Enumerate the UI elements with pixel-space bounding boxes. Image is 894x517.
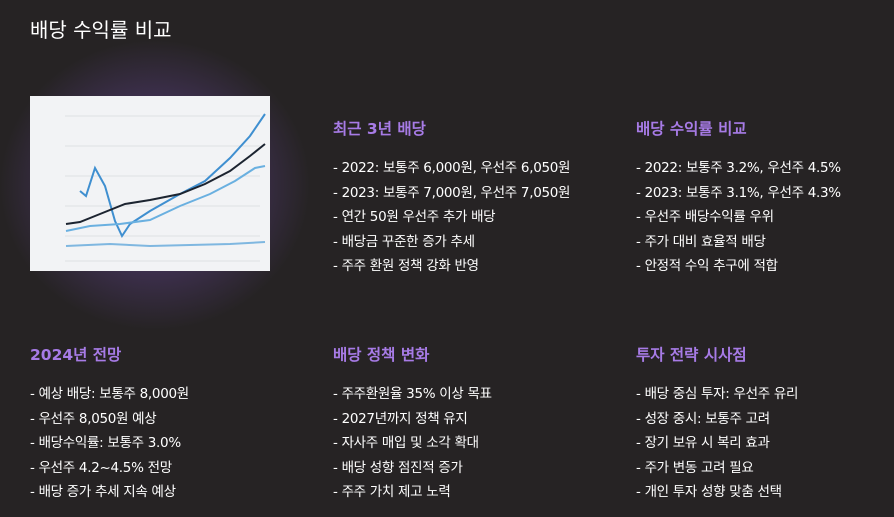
bullet-item: - 우선주 4.2~4.5% 전망 xyxy=(30,459,172,476)
section-heading: 배당 수익률 비교 xyxy=(636,120,747,138)
bullet-item: - 2027년까지 정책 유지 xyxy=(333,410,468,427)
bullet-item: - 주주 가치 제고 노력 xyxy=(333,484,451,500)
bullet-item: - 자사주 매입 및 소각 확대 xyxy=(333,435,479,451)
bullet-item: - 우선주 배당수익률 우위 xyxy=(636,209,774,225)
bullet-item: - 주가 대비 효율적 배당 xyxy=(636,233,766,250)
section: 최근 3년 배당 - 2022: 보통주 6,000원, 우선주 6,050원 - … xyxy=(333,117,613,279)
bullet-item: - 배당 성향 점진적 증가 xyxy=(333,459,463,476)
bullet-item: - 성장 중시: 보통주 고려 xyxy=(636,410,770,427)
bullet-item: - 2023: 보통주 7,000원, 우선주 7,050원 xyxy=(333,184,571,201)
bullet-item: - 우선주 8,050원 예상 xyxy=(30,410,157,427)
bullet-item: - 안정적 수익 추구에 적합 xyxy=(636,258,778,274)
bullet-item: - 연간 50원 우선주 추가 배당 xyxy=(333,209,496,225)
bullet-item: - 장기 보유 시 복리 효과 xyxy=(636,435,770,451)
section-heading: 최근 3년 배당 xyxy=(333,120,426,138)
section-heading: 투자 전략 시사점 xyxy=(636,346,747,364)
bullet-item: - 배당금 꾸준한 증가 추세 xyxy=(333,233,475,250)
bullet-item: - 주주 환원 정책 강화 반영 xyxy=(333,258,479,274)
section: 2024년 전망 - 예상 배당: 보통주 8,000원 - 우선주 8,050원 … xyxy=(30,343,310,505)
bullet-item: - 배당 증가 추세 지속 예상 xyxy=(30,484,176,500)
bullet-item: - 2022: 보통주 6,000원, 우선주 6,050원 xyxy=(333,160,571,176)
section: 배당 정책 변화 - 주주환원율 35% 이상 목표 - 2027년까지 정책 유지… xyxy=(333,343,613,505)
bullet-item: - 2023: 보통주 3.1%, 우선주 4.3% xyxy=(636,184,841,201)
bullet-item: - 2022: 보통주 3.2%, 우선주 4.5% xyxy=(636,160,841,176)
title: 배당 수익률 비교 xyxy=(30,18,172,42)
section-heading: 배당 정책 변화 xyxy=(333,346,430,364)
section: 투자 전략 시사점 - 배당 중심 투자: 우선주 유리 - 성장 중시: 보통주 … xyxy=(636,343,894,505)
chart-illustration xyxy=(30,96,270,271)
bullet-item: - 주가 변동 고려 필요 xyxy=(636,459,754,476)
bullet-item: - 예상 배당: 보통주 8,000원 xyxy=(30,386,189,402)
section: 배당 수익률 비교 - 2022: 보통주 3.2%, 우선주 4.5% - 202… xyxy=(636,117,894,279)
section-heading: 2024년 전망 xyxy=(30,346,122,364)
bullet-item: - 주주환원율 35% 이상 목표 xyxy=(333,386,492,402)
bullet-item: - 배당 중심 투자: 우선주 유리 xyxy=(636,386,799,402)
bullet-item: - 개인 투자 성향 맞춤 선택 xyxy=(636,484,782,500)
bullet-item: - 배당수익률: 보통주 3.0% xyxy=(30,435,181,451)
